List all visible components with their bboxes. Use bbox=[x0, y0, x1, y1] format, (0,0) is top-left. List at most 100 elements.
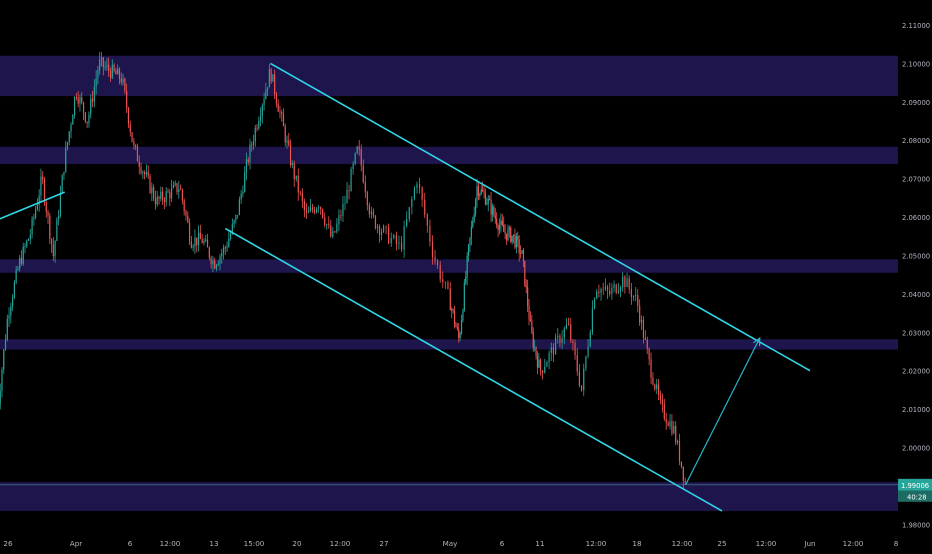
candle-body bbox=[444, 281, 446, 283]
candle-body bbox=[539, 359, 542, 371]
y-tick-label: 2.08000 bbox=[902, 137, 930, 145]
candle-body bbox=[546, 362, 548, 367]
x-tick-label: 26 bbox=[3, 539, 13, 548]
candle-body bbox=[117, 68, 119, 75]
candle-body bbox=[368, 205, 370, 215]
candle-body bbox=[309, 207, 312, 212]
zone-band bbox=[0, 482, 898, 511]
candle-body bbox=[54, 240, 56, 257]
candle-body bbox=[238, 199, 240, 215]
candle-body bbox=[17, 268, 19, 270]
y-tick-label: 2.04000 bbox=[902, 291, 930, 299]
candle-body bbox=[604, 286, 606, 290]
candle-body bbox=[498, 225, 501, 230]
candle-body bbox=[624, 276, 626, 288]
candle-body bbox=[467, 244, 470, 256]
candle-body bbox=[330, 225, 332, 237]
candle-body bbox=[455, 324, 457, 327]
candle-body bbox=[311, 207, 314, 210]
y-tick-label: 2.03000 bbox=[902, 329, 930, 337]
candle-body bbox=[284, 126, 286, 143]
candle-body bbox=[56, 219, 58, 241]
candle-body bbox=[256, 127, 258, 129]
candle-body bbox=[126, 90, 128, 109]
candle-body bbox=[22, 246, 24, 264]
candle-body bbox=[261, 105, 263, 116]
candle-body bbox=[487, 199, 489, 204]
candle-body bbox=[671, 421, 673, 434]
x-tick-label: 13 bbox=[209, 539, 218, 548]
candle-body bbox=[678, 441, 681, 462]
candle-body bbox=[644, 338, 646, 340]
countdown-badge bbox=[898, 490, 932, 502]
candle-body bbox=[474, 199, 477, 215]
candle-body bbox=[13, 282, 15, 298]
candle-body bbox=[376, 226, 379, 229]
candle-body bbox=[267, 87, 269, 90]
candle-body bbox=[160, 191, 162, 199]
candle-body bbox=[388, 227, 390, 244]
candle-body bbox=[151, 187, 153, 193]
candle-body bbox=[400, 242, 403, 250]
candle-body bbox=[70, 124, 72, 132]
candle-body bbox=[90, 98, 92, 115]
candle-body bbox=[8, 315, 10, 319]
candle-body bbox=[115, 70, 117, 75]
candle-body bbox=[635, 295, 637, 297]
candle-body bbox=[348, 190, 350, 192]
candle-body bbox=[258, 121, 260, 129]
candle-body bbox=[147, 172, 149, 176]
candle-body bbox=[192, 246, 194, 248]
candle-body bbox=[205, 239, 207, 241]
candle-body bbox=[36, 204, 38, 210]
y-tick-label: 2.09000 bbox=[902, 99, 930, 107]
candle-body bbox=[496, 218, 498, 226]
candle-body bbox=[504, 231, 506, 234]
candle-body bbox=[190, 241, 192, 248]
candle-body bbox=[26, 240, 28, 247]
candle-body bbox=[118, 68, 121, 79]
y-tick-label: 2.11000 bbox=[902, 22, 930, 30]
candle-body bbox=[172, 184, 174, 188]
candle-body bbox=[600, 289, 602, 293]
candle-body bbox=[265, 89, 267, 99]
candle-body bbox=[29, 234, 31, 239]
candle-body bbox=[145, 172, 148, 175]
candle-body bbox=[380, 231, 383, 235]
candle-body bbox=[174, 183, 176, 185]
candle-body bbox=[466, 255, 468, 277]
candle-body bbox=[10, 306, 12, 316]
candle-body bbox=[572, 340, 574, 343]
candle-body bbox=[320, 207, 322, 209]
candle-body bbox=[27, 238, 30, 241]
candle-body bbox=[332, 231, 334, 237]
candle-body bbox=[503, 224, 505, 232]
candle-body bbox=[4, 339, 7, 350]
candle-body bbox=[515, 236, 517, 248]
candle-body bbox=[12, 297, 14, 307]
candle-body bbox=[360, 149, 362, 166]
candle-body bbox=[451, 309, 453, 311]
x-tick-label: 12:00 bbox=[756, 539, 777, 548]
candle-body bbox=[97, 70, 99, 79]
candle-body bbox=[385, 226, 387, 228]
candle-body bbox=[536, 356, 539, 368]
candle-body bbox=[212, 260, 214, 265]
candle-body bbox=[519, 253, 522, 255]
candle-body bbox=[473, 214, 475, 222]
candle-body bbox=[619, 287, 622, 291]
candle-body bbox=[494, 215, 496, 219]
candle-body bbox=[206, 239, 209, 248]
candle-body bbox=[447, 281, 449, 289]
candle-body bbox=[136, 146, 139, 162]
candle-body bbox=[135, 145, 137, 147]
candle-body bbox=[675, 425, 677, 443]
candle-body bbox=[272, 74, 274, 82]
candle-body bbox=[563, 328, 565, 338]
candle-body bbox=[439, 265, 441, 280]
candle-body bbox=[226, 246, 228, 249]
channel-trendline bbox=[270, 62, 811, 372]
candle-body bbox=[609, 290, 611, 294]
